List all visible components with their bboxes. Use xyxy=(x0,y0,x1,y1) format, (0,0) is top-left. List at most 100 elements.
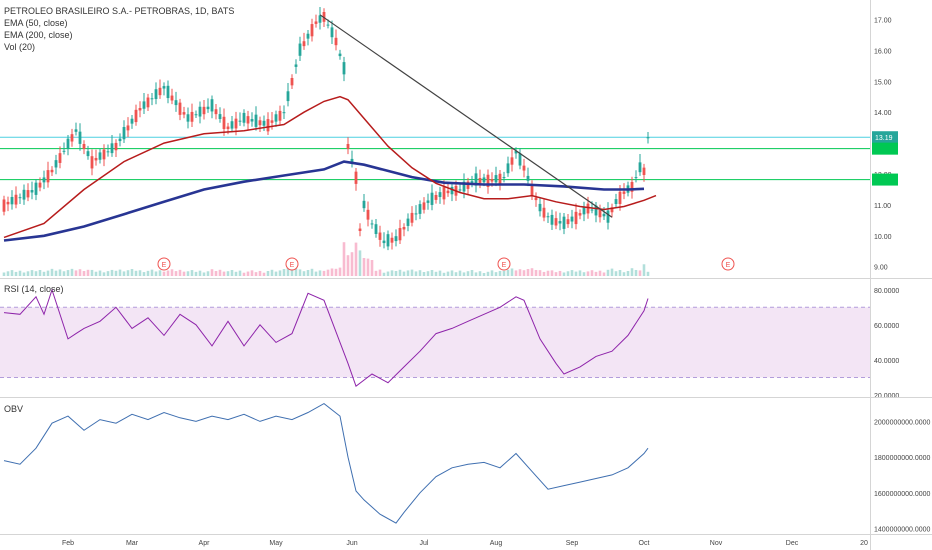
candle-body xyxy=(194,114,198,116)
volume-bar xyxy=(78,269,82,276)
candle-body xyxy=(134,109,138,123)
candle-body xyxy=(286,91,290,102)
candle-body xyxy=(374,224,378,234)
volume-bar xyxy=(370,260,374,276)
candle-body xyxy=(434,195,438,200)
candle-body xyxy=(562,216,566,229)
volume-bar xyxy=(182,271,186,276)
volume-bar xyxy=(326,269,330,276)
candle-body xyxy=(334,37,338,46)
obv-legend: OBV xyxy=(4,404,23,414)
volume-bar xyxy=(498,270,502,276)
volume-bar xyxy=(262,272,266,276)
volume-bar xyxy=(94,271,98,276)
last-price-label: 13.19 xyxy=(875,135,893,142)
volume-bar xyxy=(534,270,538,276)
volume-bar xyxy=(490,270,494,276)
volume-bar xyxy=(578,270,582,276)
volume-bar xyxy=(542,271,546,276)
volume-bar xyxy=(626,271,630,276)
volume-bar xyxy=(518,269,522,276)
candle-body xyxy=(506,163,510,174)
volume-bar xyxy=(642,264,646,276)
volume-bar xyxy=(634,270,638,276)
candle-body xyxy=(546,216,550,218)
candle-body xyxy=(38,182,42,188)
obv-tick-label: 2000000000.0000 xyxy=(874,419,931,426)
candle-body xyxy=(590,209,594,211)
time-tick-label: Aug xyxy=(490,540,503,547)
candle-body xyxy=(78,131,82,144)
candle-body xyxy=(354,171,358,184)
volume-bar xyxy=(610,268,614,276)
volume-bar xyxy=(206,271,210,276)
volume-bar xyxy=(390,270,394,276)
volume-bar xyxy=(570,270,574,276)
candle-body xyxy=(198,106,202,117)
candle-body xyxy=(462,181,466,192)
volume-bar xyxy=(494,272,498,276)
candle-body xyxy=(46,170,50,183)
volume-bar xyxy=(110,269,114,276)
level-badge xyxy=(872,142,898,155)
candle-body xyxy=(574,211,578,225)
volume-bar xyxy=(554,272,558,276)
candle-body xyxy=(614,199,618,204)
candle-body xyxy=(278,110,282,121)
candle-body xyxy=(150,98,154,100)
candle-body xyxy=(34,182,38,195)
candle-body xyxy=(366,209,370,220)
volume-bar xyxy=(138,270,142,276)
candle-body xyxy=(310,24,314,37)
candle-body xyxy=(186,114,190,122)
volume-bar xyxy=(50,268,54,276)
candle-body xyxy=(438,192,442,198)
candle-body xyxy=(42,177,46,183)
candle-body xyxy=(390,237,394,243)
candle-body xyxy=(30,190,34,193)
volume-bar xyxy=(14,271,18,276)
candle-body xyxy=(490,179,494,182)
candle-body xyxy=(182,112,186,115)
candle-body xyxy=(466,181,470,189)
rsi-legend: RSI (14, close) xyxy=(4,284,64,294)
time-tick-label: Nov xyxy=(710,540,723,547)
rsi-tick-label: 40.0000 xyxy=(874,358,899,365)
last-price-badge xyxy=(872,131,898,144)
volume-bar xyxy=(302,271,306,276)
volume-bar xyxy=(526,269,530,276)
volume-bar xyxy=(134,270,138,276)
volume-bar xyxy=(394,271,398,276)
candle-body xyxy=(26,190,30,198)
candle-body xyxy=(6,201,10,205)
candle-body xyxy=(230,121,234,129)
volume-bar xyxy=(450,270,454,276)
candle-body xyxy=(470,181,474,184)
candle-body xyxy=(502,177,506,179)
volume-bar xyxy=(238,270,242,276)
volume-bar xyxy=(538,270,542,276)
volume-bar xyxy=(194,271,198,276)
candle-body xyxy=(214,109,218,115)
candle-body xyxy=(170,95,174,101)
volume-bar xyxy=(30,270,34,276)
volume-bar xyxy=(438,270,442,276)
volume-bar xyxy=(638,270,642,276)
obv-axis-ticks: 2000000000.0000 1800000000.0000 1600000000… xyxy=(874,419,931,533)
volume-bar xyxy=(546,270,550,276)
volume-bar xyxy=(470,270,474,276)
volume-bar xyxy=(62,271,66,276)
candle-body xyxy=(14,194,18,205)
volume-legend: Vol (20) xyxy=(4,42,35,52)
trendline[interactable] xyxy=(319,14,613,218)
level-badge xyxy=(872,173,898,186)
volume-bar xyxy=(362,258,366,276)
candle-body xyxy=(302,41,306,47)
rsi-pane[interactable]: 80.0000 60.0000 40.0000 20.0000 RSI (14, cl… xyxy=(0,284,899,400)
obv-pane[interactable]: 2000000000.0000 1800000000.0000 1600000000… xyxy=(3,403,931,534)
volume-bar xyxy=(474,272,478,276)
volume-bar xyxy=(398,269,402,276)
earnings-marker xyxy=(721,257,735,271)
